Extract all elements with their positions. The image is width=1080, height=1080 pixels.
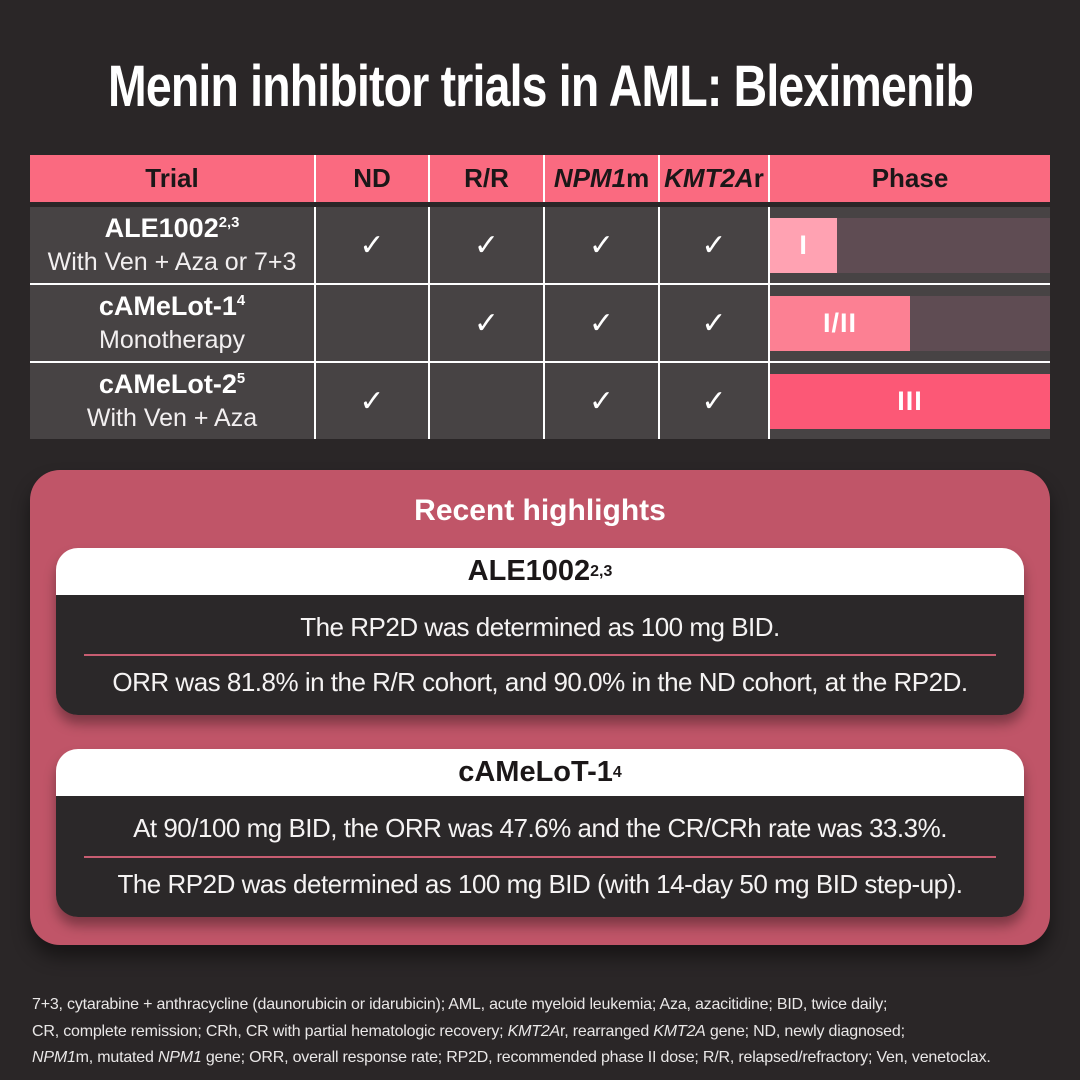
kmt2ar-check-cell: ✓ <box>660 285 770 361</box>
check-icon: ✓ <box>359 384 385 418</box>
phase-cell: III <box>770 363 1050 439</box>
phase-cell: I <box>770 207 1050 283</box>
column-header-npm1m: NPM1 m <box>545 155 660 202</box>
column-header-nd: ND <box>316 155 430 202</box>
column-header-rr: R/R <box>430 155 545 202</box>
trial-subtitle: Monotherapy <box>99 326 245 354</box>
phase-label: I <box>799 229 808 260</box>
nd-check-cell: ✓ <box>316 363 430 439</box>
page-title: Menin inhibitor trials in AML: Bleximeni… <box>108 54 974 119</box>
column-header-trial: Trial <box>30 155 316 202</box>
column-header-phase: Phase <box>871 163 949 193</box>
nd-check-cell: ✓ <box>316 207 430 283</box>
trial-cell: cAMeLot-25 With Ven + Aza <box>30 363 316 439</box>
divider <box>84 855 996 858</box>
abbreviations-footnote: 7+3, cytarabine + anthracycline (daunoru… <box>32 992 1048 1072</box>
trial-name: cAMeLot-25 <box>98 369 246 399</box>
phase-progress-track: I <box>770 217 1050 273</box>
table-row-ale1002: ALE10022,3 With Ven + Aza or 7+3 ✓ ✓ ✓ ✓… <box>30 207 1050 283</box>
highlight-line: At 90/100 mg BID, the ORR was 47.6% and … <box>133 813 947 844</box>
trial-subtitle: With Ven + Aza <box>86 404 258 432</box>
footnote-line: 7+3, cytarabine + anthracycline (daunoru… <box>32 996 888 1013</box>
phase-progress-fill: I/II <box>770 295 910 351</box>
table-row-camelot-1: cAMeLot-14 Monotherapy ✓ ✓ ✓ I/II <box>30 283 1050 361</box>
footnote-line: CR, complete remission; CRh, CR with par… <box>32 1022 905 1040</box>
phase-label: III <box>897 385 923 416</box>
trial-name: cAMeLot-14 <box>98 291 246 321</box>
check-icon: ✓ <box>588 228 615 262</box>
table-body: ALE10022,3 With Ven + Aza or 7+3 ✓ ✓ ✓ ✓… <box>30 207 1050 439</box>
phase-progress-track: I/II <box>770 295 1050 351</box>
npm1m-check-cell: ✓ <box>545 207 660 283</box>
kmt2ar-check-cell: ✓ <box>660 363 770 439</box>
highlight-card-header: ALE1002 2,3 <box>56 548 1024 595</box>
phase-label: I/II <box>822 307 857 338</box>
phase-progress-fill: I <box>770 217 838 273</box>
highlight-line: The RP2D was determined as 100 mg BID. <box>300 612 780 642</box>
check-icon: ✓ <box>473 306 500 340</box>
highlight-card-ale1002: ALE1002 2,3 The RP2D was determined as 10… <box>56 548 1024 715</box>
trial-cell: cAMeLot-14 Monotherapy <box>30 285 316 361</box>
table-row-camelot-2: cAMeLot-25 With Ven + Aza ✓ ✓ ✓ III <box>30 361 1050 439</box>
column-header-kmt2ar: KMT2A r <box>660 155 770 202</box>
trial-subtitle: With Ven + Aza or 7+3 <box>47 248 297 276</box>
trial-name: ALE10022,3 <box>104 213 240 243</box>
check-icon: ✓ <box>701 384 727 418</box>
divider <box>84 654 996 656</box>
phase-cell: I/II <box>770 285 1050 361</box>
check-icon: ✓ <box>588 306 615 340</box>
highlight-card-camelot-1: cAMeLoT-1 4 At 90/100 mg BID, the ORR was… <box>56 749 1024 917</box>
table-header-row: Trial ND R/R NPM1 m KMT2A r Phase <box>30 155 1050 202</box>
phase-progress-track: III <box>770 373 1050 429</box>
check-icon: ✓ <box>701 228 727 262</box>
highlight-line: ORR was 81.8% in the R/R cohort, and 90.… <box>112 667 968 697</box>
trials-table: Trial ND R/R NPM1 m KMT2A r Phase ALE10022… <box>30 155 1050 439</box>
footnote-line: NPM1m, mutated NPM1 gene; ORR, overall r… <box>32 1049 991 1066</box>
highlight-line: The RP2D was determined as 100 mg BID (w… <box>117 868 963 899</box>
kmt2ar-check-cell: ✓ <box>660 207 770 283</box>
nd-check-cell <box>316 285 430 361</box>
npm1m-check-cell: ✓ <box>545 285 660 361</box>
check-icon: ✓ <box>588 384 615 418</box>
phase-progress-fill: III <box>770 373 1050 429</box>
rr-check-cell: ✓ <box>430 285 545 361</box>
check-icon: ✓ <box>359 228 385 262</box>
highlight-card-body: The RP2D was determined as 100 mg BID. O… <box>56 595 1024 715</box>
trial-cell: ALE10022,3 With Ven + Aza or 7+3 <box>30 207 316 283</box>
highlight-card-body: At 90/100 mg BID, the ORR was 47.6% and … <box>56 796 1024 917</box>
check-icon: ✓ <box>701 306 727 340</box>
rr-check-cell <box>430 363 545 439</box>
panel-title: Recent highlights <box>414 494 666 527</box>
check-icon: ✓ <box>473 228 500 262</box>
recent-highlights-panel: Recent highlights ALE1002 2,3 The RP2D wa… <box>30 470 1050 945</box>
rr-check-cell: ✓ <box>430 207 545 283</box>
npm1m-check-cell: ✓ <box>545 363 660 439</box>
highlight-card-header: cAMeLoT-1 4 <box>56 749 1024 796</box>
